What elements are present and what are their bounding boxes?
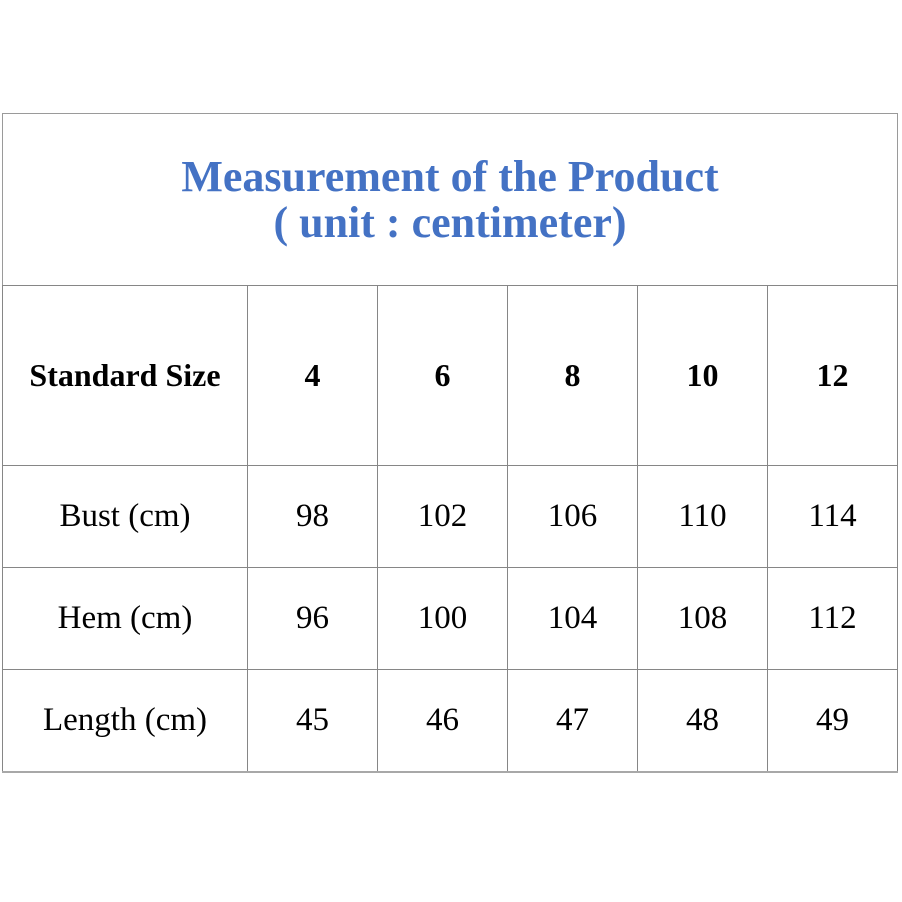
size-header-cell-8: 8 bbox=[507, 285, 638, 466]
row-label-bust: Bust (cm) bbox=[2, 465, 248, 568]
measurement-cell: 104 bbox=[507, 567, 638, 670]
row-label-length: Length (cm) bbox=[2, 669, 248, 773]
measurement-cell: 47 bbox=[507, 669, 638, 773]
title-box: Measurement of the Product ( unit : cent… bbox=[2, 113, 898, 285]
measurement-cell: 112 bbox=[767, 567, 898, 670]
row-label-hem: Hem (cm) bbox=[2, 567, 248, 670]
measurement-cell: 48 bbox=[637, 669, 768, 773]
standard-size-header-cell: Standard Size bbox=[2, 285, 248, 466]
measurement-cell: 102 bbox=[377, 465, 508, 568]
measurement-cell: 108 bbox=[637, 567, 768, 670]
measurement-cell: 114 bbox=[767, 465, 898, 568]
size-header-cell-4: 4 bbox=[247, 285, 378, 466]
measurement-cell: 46 bbox=[377, 669, 508, 773]
table-row-bust: Bust (cm) 98 102 106 110 114 bbox=[2, 465, 898, 568]
measurement-cell: 110 bbox=[637, 465, 768, 568]
measurement-cell: 45 bbox=[247, 669, 378, 773]
measurement-cell: 49 bbox=[767, 669, 898, 773]
size-header-cell-6: 6 bbox=[377, 285, 508, 466]
measurement-cell: 106 bbox=[507, 465, 638, 568]
measurement-panel: Measurement of the Product ( unit : cent… bbox=[2, 113, 898, 773]
table-header-row: Standard Size 4 6 8 10 12 bbox=[2, 285, 898, 466]
table-row-hem: Hem (cm) 96 100 104 108 112 bbox=[2, 567, 898, 670]
size-header-cell-12: 12 bbox=[767, 285, 898, 466]
measurement-cell: 98 bbox=[247, 465, 378, 568]
page-title-line2: ( unit : centimeter) bbox=[273, 197, 627, 247]
size-table: Standard Size 4 6 8 10 12 Bust (cm) 98 1… bbox=[2, 285, 898, 773]
size-header-cell-10: 10 bbox=[637, 285, 768, 466]
measurement-cell: 100 bbox=[377, 567, 508, 670]
page-title-line1: Measurement of the Product bbox=[181, 151, 719, 201]
measurement-cell: 96 bbox=[247, 567, 378, 670]
table-row-length: Length (cm) 45 46 47 48 49 bbox=[2, 669, 898, 773]
